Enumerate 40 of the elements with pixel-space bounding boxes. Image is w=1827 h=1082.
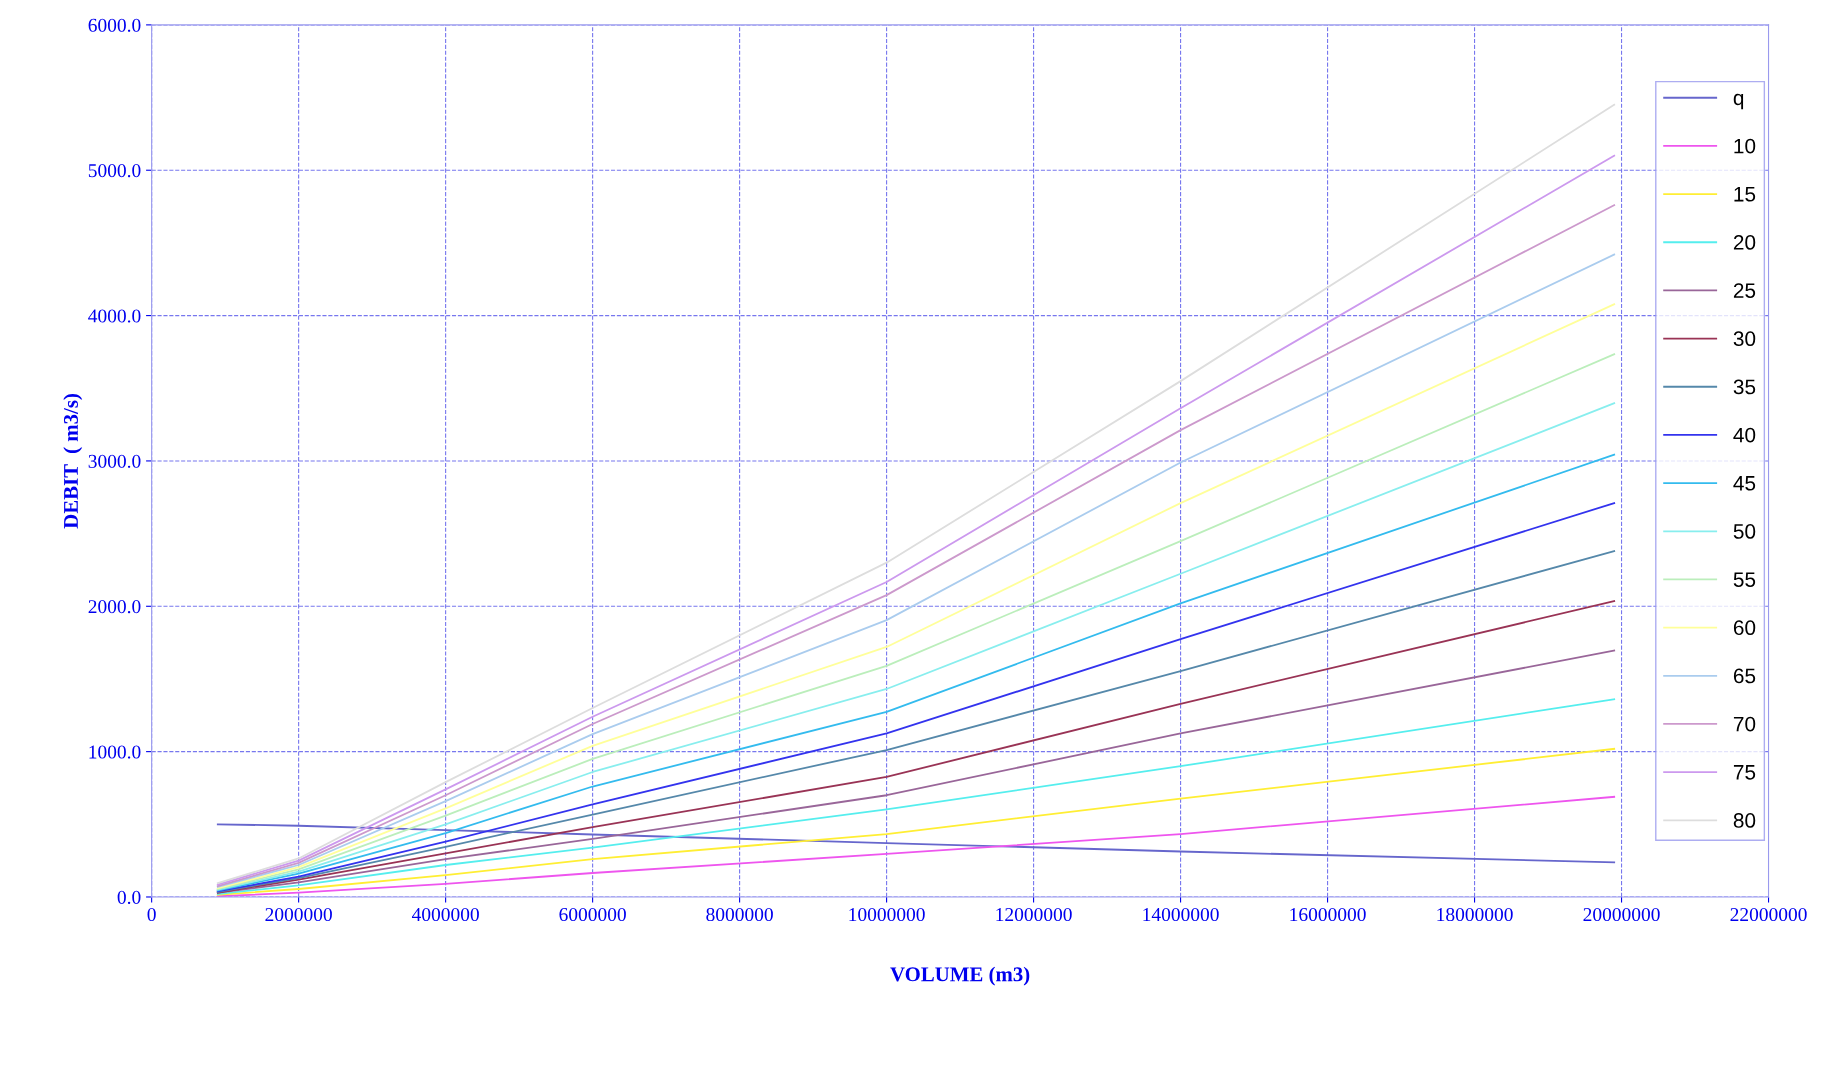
legend-label: 40	[1733, 427, 1756, 443]
x-tick-label: 6000000	[559, 907, 626, 922]
x-tick-label: 0	[147, 907, 156, 922]
y-tick-label: 5000.0	[88, 164, 141, 178]
y-tick-label: 1000.0	[89, 745, 141, 759]
legend-label: q	[1733, 93, 1744, 110]
y-axis-title: DEBIT ( m3/s)	[63, 394, 83, 529]
legend-label: 45	[1733, 476, 1756, 491]
x-axis-title: VOLUME (m3)	[890, 966, 1030, 986]
x-tick-label: 20000000	[1583, 907, 1660, 922]
x-tick-label: 2000000	[265, 907, 332, 922]
legend-label: 70	[1733, 716, 1756, 732]
x-tick-label: 18000000	[1437, 907, 1513, 922]
legend-label: 20	[1733, 235, 1756, 250]
x-tick-label: 4000000	[411, 907, 479, 922]
legend-label: 50	[1733, 524, 1756, 539]
x-tick-label: 14000000	[1143, 907, 1219, 922]
legend-label: 55	[1733, 572, 1756, 587]
legend-label: 75	[1733, 765, 1756, 780]
y-tick-label: 3000.0	[88, 454, 141, 468]
y-tick-label: 4000.0	[88, 309, 141, 323]
x-tick-label: 16000000	[1290, 907, 1366, 922]
legend-label: 30	[1733, 331, 1756, 347]
legend-label: 65	[1733, 668, 1756, 684]
legend-label: 35	[1733, 379, 1756, 395]
line-series	[216, 698, 1616, 895]
y-tick-label: 6000.0	[88, 18, 141, 32]
y-tick-label: 0.0	[117, 890, 141, 904]
x-tick-label: 22000000	[1730, 907, 1807, 922]
y-tick-label: 2000.0	[88, 600, 141, 614]
line-series	[216, 747, 1616, 896]
x-tick-label: 8000000	[706, 907, 773, 922]
legend-label: 15	[1734, 187, 1756, 202]
legend-label: 25	[1733, 283, 1756, 298]
legend-label: 80	[1733, 813, 1756, 828]
x-tick-label: 12000000	[996, 907, 1072, 922]
line-series	[216, 823, 1616, 864]
legend-label: 60	[1733, 620, 1756, 636]
legend-label: 10	[1734, 138, 1756, 154]
x-tick-label: 10000000	[849, 907, 925, 922]
